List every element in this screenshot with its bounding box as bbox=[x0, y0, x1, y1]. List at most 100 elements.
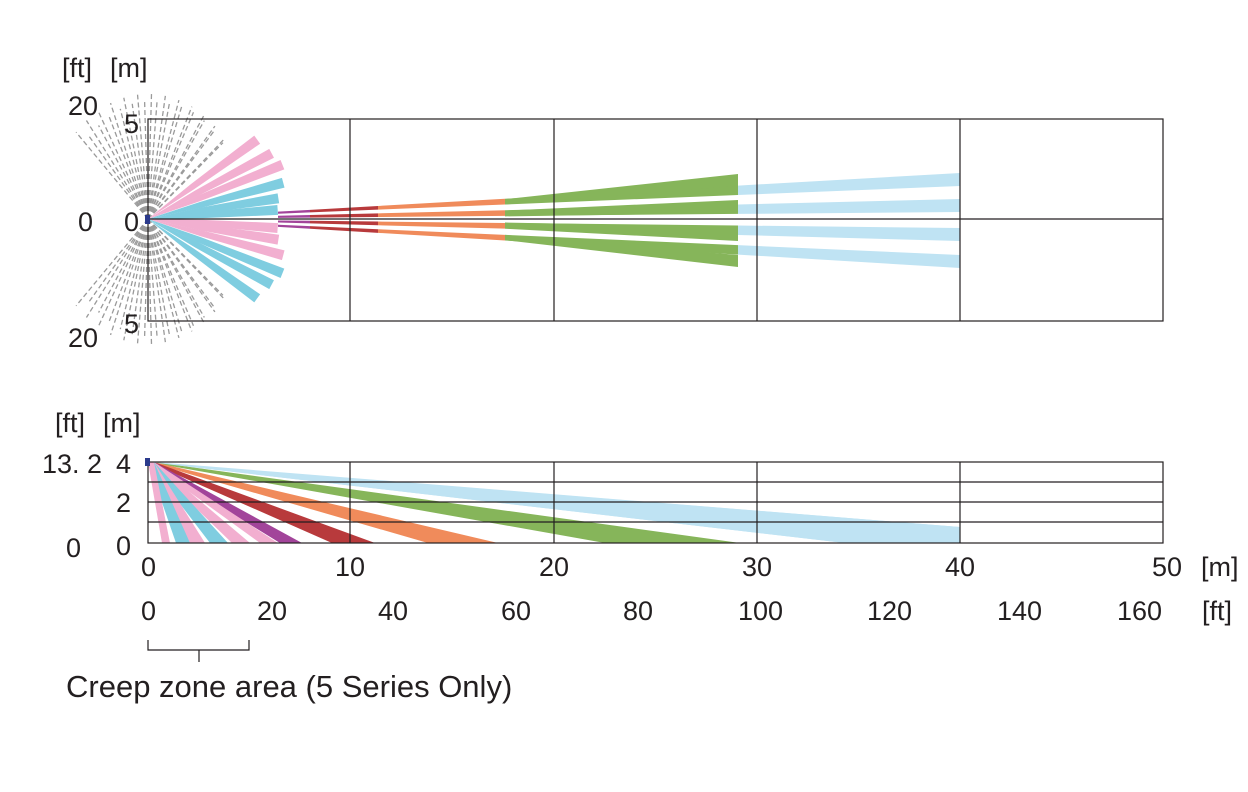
creep-zone-dashed-line bbox=[119, 218, 149, 330]
x-m-tick: 10 bbox=[335, 552, 365, 582]
creep-zone-dashed-line bbox=[147, 101, 171, 220]
beam-purple bbox=[278, 209, 310, 214]
creep-zone-dashed-line bbox=[123, 218, 149, 341]
creep-zone-dashed-line bbox=[108, 218, 149, 323]
beam-cyan bbox=[148, 177, 285, 219]
top-m-tick-lower: 5 bbox=[124, 309, 139, 339]
beam-green-far bbox=[505, 222, 738, 241]
beam-light-blue bbox=[738, 173, 960, 196]
top-ft-tick-upper: 20 bbox=[68, 91, 98, 121]
creep-zone-dashed-line bbox=[147, 218, 195, 326]
creep-zone-dashed-line bbox=[97, 218, 149, 328]
creep-zone-dashed-line bbox=[147, 105, 183, 220]
beam-cyan bbox=[148, 219, 261, 303]
beam-green-far bbox=[505, 174, 738, 205]
x-m-tick: 30 bbox=[742, 552, 772, 582]
creep-zone-bracket: Creep zone area (5 Series Only) bbox=[66, 640, 512, 704]
x-m-tick: 20 bbox=[539, 552, 569, 582]
beam-light-blue bbox=[738, 225, 960, 241]
side-view: [ft] [m] 13. 2 0 4 2 0 bbox=[42, 408, 1164, 563]
side-m-tick-0: 0 bbox=[116, 531, 131, 561]
creep-zone-dashed-line bbox=[147, 218, 183, 333]
x-ft-tick: 140 bbox=[997, 596, 1042, 626]
creep-zone-dashed-line bbox=[147, 100, 158, 220]
creep-zone-dashed-line bbox=[109, 102, 149, 220]
creep-zone-dashed-line bbox=[108, 115, 149, 220]
x-ft-tick: 160 bbox=[1117, 596, 1162, 626]
beam-cyan bbox=[148, 204, 279, 219]
beam-light-blue bbox=[738, 199, 960, 214]
beam-light-blue bbox=[738, 245, 960, 268]
creep-zone-dashed-line bbox=[136, 94, 149, 220]
top-ft-tick-lower: 20 bbox=[68, 323, 98, 353]
creep-zone-dashed-line bbox=[147, 218, 224, 296]
beam-purple bbox=[278, 224, 310, 229]
top-view: [ft] [m] 20 0 20 5 0 5 bbox=[62, 53, 1164, 353]
creep-zone-dashed-line bbox=[97, 110, 149, 220]
beam-orange bbox=[378, 210, 505, 218]
beam-red bbox=[310, 226, 378, 233]
side-ft-tick-height: 13. 2 bbox=[42, 449, 102, 479]
beam-purple bbox=[278, 215, 310, 218]
creep-zone-dashed-line bbox=[147, 218, 205, 318]
creep-zone-dashed-line bbox=[147, 120, 205, 220]
beam-orange bbox=[378, 198, 505, 210]
creep-zone-dashed-line bbox=[147, 99, 180, 220]
side-m-tick-4: 4 bbox=[116, 449, 131, 479]
side-ft-tick-zero: 0 bbox=[66, 533, 81, 563]
beam-green-far bbox=[505, 200, 738, 217]
creep-zone-dashed-line bbox=[85, 218, 149, 318]
beam-cyan bbox=[148, 219, 274, 290]
sensor-marker-top bbox=[145, 215, 150, 224]
creep-zone-dashed-line bbox=[147, 218, 167, 343]
creep-zone-dashed-line bbox=[98, 125, 149, 220]
beam-purple bbox=[278, 220, 310, 224]
creep-zone-dashed-line bbox=[88, 136, 149, 220]
x-ft-tick: 60 bbox=[501, 596, 531, 626]
top-view-grid bbox=[147, 118, 1164, 322]
creep-zone-dashed-line bbox=[88, 218, 149, 302]
creep-zone-dashed-line bbox=[123, 97, 149, 220]
beam-red bbox=[310, 213, 378, 218]
beam-orange bbox=[378, 229, 505, 241]
beam-cyan bbox=[148, 219, 285, 278]
side-m-tick-2: 2 bbox=[116, 488, 131, 518]
x-ft-tick: 100 bbox=[738, 596, 783, 626]
beam-pink bbox=[148, 148, 274, 219]
sensor-marker-side bbox=[145, 458, 150, 466]
creep-zone-dashed-line bbox=[85, 120, 149, 220]
creep-zone-dashed-line bbox=[147, 142, 224, 220]
beam-orange bbox=[378, 221, 505, 229]
x-m-tick: 0 bbox=[141, 552, 156, 582]
creep-zone-dashed-line bbox=[109, 218, 149, 336]
side-view-grid bbox=[147, 461, 1164, 544]
creep-zone-dashed-line bbox=[131, 103, 149, 220]
side-unit-ft: [ft] bbox=[55, 408, 85, 438]
x-ft-tick: 0 bbox=[141, 596, 156, 626]
side-unit-m: [m] bbox=[103, 408, 141, 438]
top-ft-tick-zero: 0 bbox=[78, 207, 93, 237]
creep-zone-dashed-line bbox=[131, 218, 149, 335]
beam-pink bbox=[148, 219, 285, 261]
creep-zone-dashed-line bbox=[147, 218, 158, 338]
beam-green-far bbox=[505, 234, 738, 267]
creep-zone-dashed-line bbox=[119, 108, 149, 220]
x-axis-feet: 0 20 40 60 80 100 120 140 160 [ft] bbox=[141, 596, 1232, 626]
creep-zone-dashed-line bbox=[147, 218, 180, 339]
x-ft-tick: 120 bbox=[867, 596, 912, 626]
creep-zone-dashed-line bbox=[136, 218, 149, 344]
top-unit-ft: [ft] bbox=[62, 53, 92, 83]
x-m-unit: [m] bbox=[1201, 552, 1239, 582]
beam-pink bbox=[148, 219, 280, 245]
creep-zone-dashed-line bbox=[147, 130, 215, 220]
x-ft-tick: 20 bbox=[257, 596, 287, 626]
top-unit-m: [m] bbox=[110, 53, 148, 83]
creep-zone-dashed-pattern-top bbox=[75, 94, 226, 344]
creep-zone-dashed-line bbox=[75, 218, 149, 307]
beam-pink bbox=[148, 160, 285, 219]
creep-zone-dashed-line bbox=[98, 218, 149, 313]
creep-zone-dashed-line bbox=[147, 218, 171, 337]
beam-red bbox=[310, 220, 378, 226]
x-ft-tick: 40 bbox=[378, 596, 408, 626]
creep-zone-label: Creep zone area (5 Series Only) bbox=[66, 669, 512, 704]
